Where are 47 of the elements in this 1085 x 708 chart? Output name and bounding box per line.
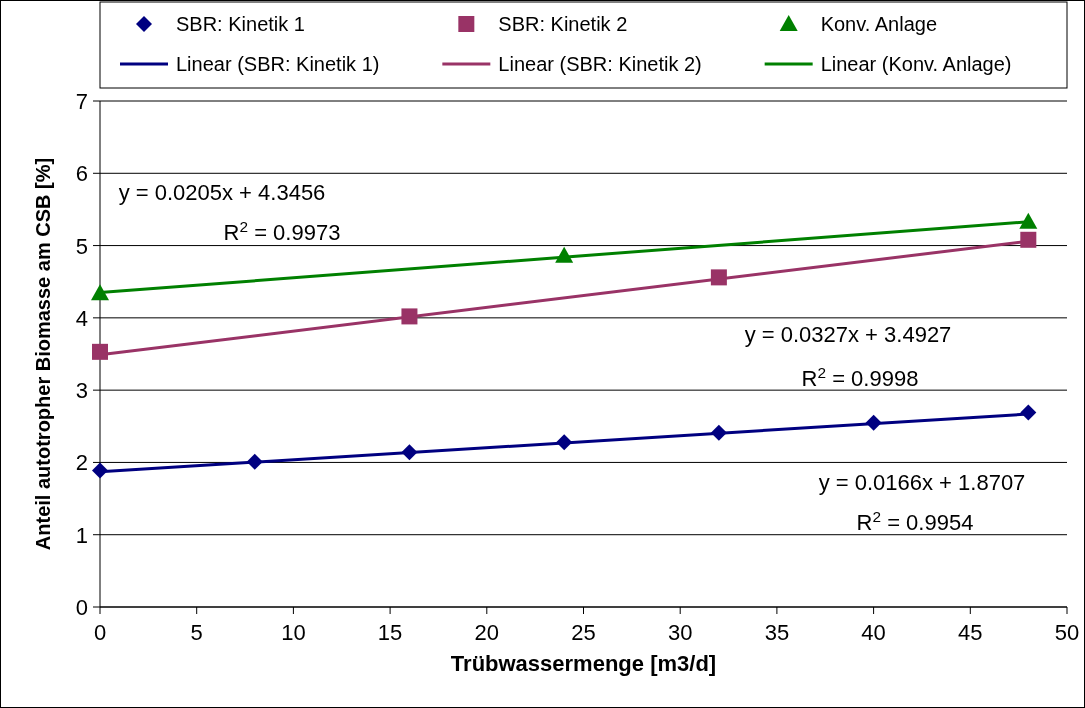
point (401, 444, 418, 461)
y-axis-title: Anteil autotropher Biomasse am CSB [%] (32, 157, 54, 551)
point (710, 269, 727, 286)
point (92, 343, 108, 360)
annotation: R$^{2}$ = 0.9954 (856, 507, 974, 535)
y-tick-label: 5 (75, 233, 88, 259)
legend-label: Konv. Anlage (820, 13, 938, 35)
point (92, 462, 108, 479)
point (555, 246, 574, 263)
point (865, 414, 882, 431)
point (401, 308, 418, 325)
y-tick-label: 0 (75, 595, 88, 620)
x-axis-title: Trübwassermenge [m3/d] (450, 651, 717, 676)
x-tick-label: 25 (571, 620, 596, 645)
legend-label: Linear (SBR: Kinetik 2) (498, 53, 702, 75)
y-tick-label: 7 (75, 89, 88, 114)
x-tick-label: 30 (667, 620, 693, 645)
x-tick-label: 50 (1054, 620, 1080, 645)
legend-label: Linear (Konv. Anlage) (820, 53, 1012, 75)
x-tick-label: 35 (764, 620, 790, 645)
annotation: y = 0.0327x + 3.4927 (744, 322, 952, 347)
annotation: R$^{2}$ = 0.9973 (223, 217, 341, 245)
x-tick-label: 40 (861, 620, 886, 645)
annotation: R$^{2}$ = 0.9998 (801, 363, 919, 391)
y-tick-label: 2 (75, 450, 88, 476)
point (710, 424, 727, 441)
x-tick-label: 15 (377, 620, 403, 645)
annotation: y = 0.0205x + 4.3456 (118, 180, 326, 205)
legend-label: Linear (SBR: Kinetik 1) (176, 53, 380, 75)
x-tick-label: 10 (281, 620, 306, 645)
point (1020, 231, 1037, 248)
x-tick-label: 45 (958, 620, 983, 645)
point (246, 453, 263, 470)
annotation: y = 0.0166x + 1.8707 (818, 470, 1026, 495)
point (1019, 212, 1038, 229)
x-tick-label: 20 (474, 620, 500, 645)
legend-label: SBR: Kinetik 1 (176, 13, 305, 35)
x-tick-label: 5 (190, 620, 203, 645)
y-tick-label: 3 (75, 378, 88, 404)
y-tick-label: 4 (75, 305, 88, 331)
point (556, 434, 573, 451)
legend-label: SBR: Kinetik 2 (498, 13, 628, 35)
y-tick-label: 6 (75, 161, 88, 187)
point (1020, 404, 1037, 421)
x-tick-label: 0 (93, 620, 107, 645)
y-tick-label: 1 (75, 522, 88, 548)
point (91, 284, 109, 301)
